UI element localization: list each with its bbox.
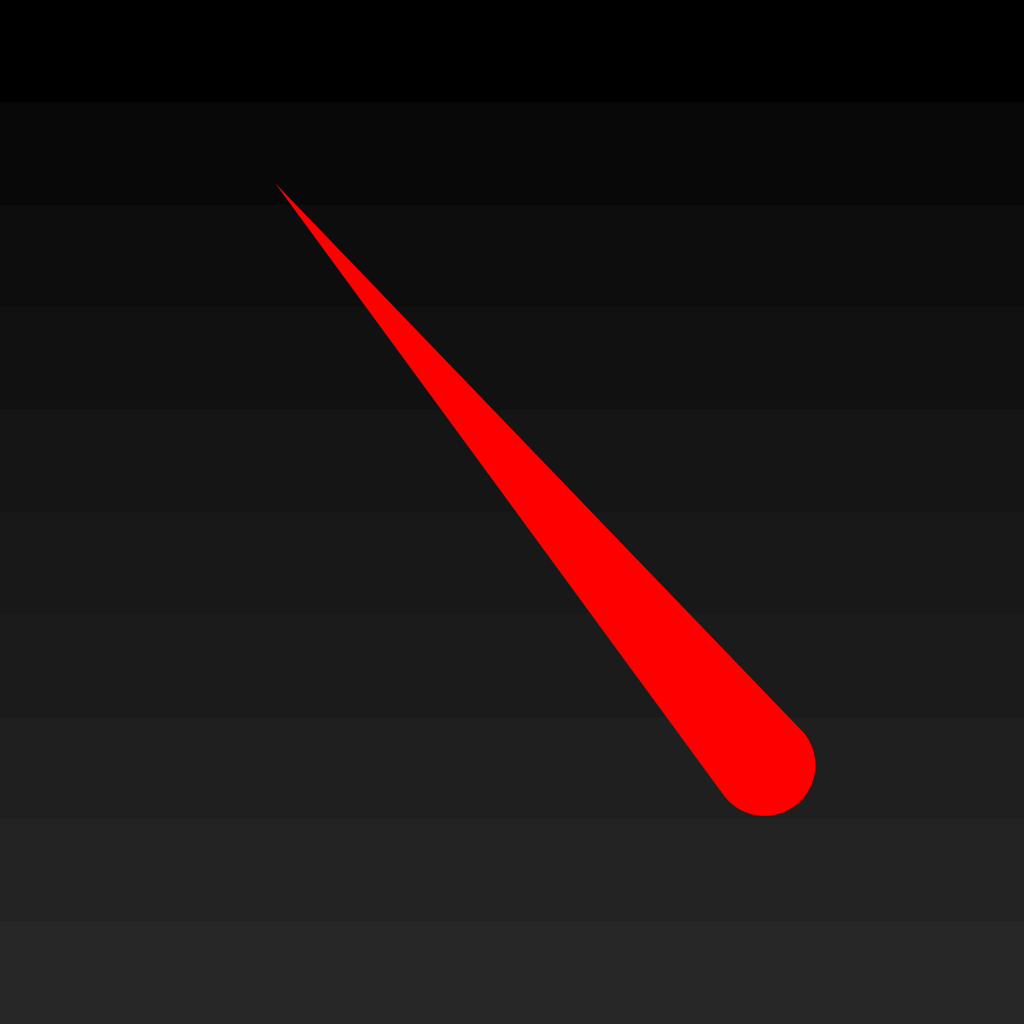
needle-shape [275, 183, 816, 816]
background-band-1 [0, 102, 1024, 205]
background-band-9 [0, 921, 1024, 1024]
background-band-0 [0, 0, 1024, 103]
background-band-3 [0, 307, 1024, 410]
background-band-7 [0, 716, 1024, 820]
background-band-8 [0, 819, 1024, 922]
background-band-5 [0, 512, 1024, 615]
background-band-2 [0, 204, 1024, 308]
background-band-6 [0, 614, 1024, 717]
